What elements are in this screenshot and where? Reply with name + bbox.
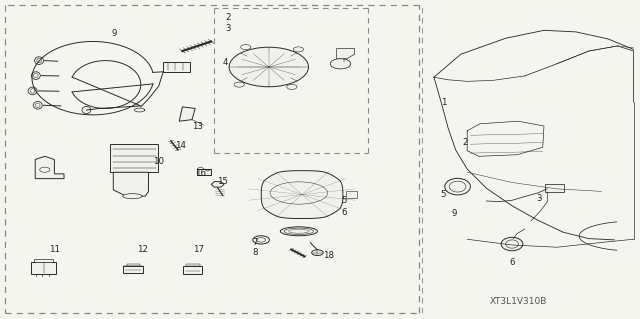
Circle shape [257,238,266,242]
Circle shape [253,236,269,244]
Ellipse shape [35,57,44,64]
Text: XT3L1V310B: XT3L1V310B [490,297,547,306]
Text: 6: 6 [509,258,515,267]
Circle shape [330,59,351,69]
Text: 1: 1 [442,98,447,107]
Text: 9: 9 [111,29,116,38]
Text: 7: 7 [252,238,257,247]
Polygon shape [337,48,355,59]
Text: 12: 12 [136,245,148,254]
Ellipse shape [445,178,470,195]
Ellipse shape [37,58,42,63]
Bar [197,169,211,175]
Text: 9: 9 [452,209,457,218]
Ellipse shape [280,227,317,236]
Text: 6: 6 [342,208,347,217]
Bar [34,259,53,262]
Text: 16: 16 [195,169,206,178]
Ellipse shape [289,229,309,233]
Ellipse shape [506,240,518,248]
Ellipse shape [270,182,328,204]
Polygon shape [179,107,195,121]
Ellipse shape [82,107,91,114]
Bar [545,184,564,192]
Polygon shape [113,172,148,196]
Circle shape [40,167,50,172]
Bar [127,264,140,266]
Circle shape [293,47,303,52]
Ellipse shape [449,181,466,192]
Polygon shape [35,156,64,179]
Text: 10: 10 [153,157,164,166]
Ellipse shape [284,228,314,234]
Circle shape [287,84,297,89]
Circle shape [234,82,244,87]
Text: 11: 11 [49,245,60,254]
Bar [183,266,202,274]
Bar [163,62,190,72]
Text: 3: 3 [536,194,541,203]
Bar [123,266,143,273]
Ellipse shape [28,87,37,95]
Text: 15: 15 [217,177,228,186]
Bar [186,264,200,266]
Text: 3: 3 [225,24,230,33]
Text: 2: 2 [225,13,230,22]
Text: 5: 5 [342,197,347,205]
Polygon shape [261,171,343,219]
Text: 13: 13 [191,122,203,130]
Text: 8: 8 [252,248,257,257]
Text: 4: 4 [223,58,228,67]
Text: 17: 17 [193,245,204,254]
Ellipse shape [36,103,40,108]
Ellipse shape [31,72,40,79]
Bar [110,144,158,172]
Text: 14: 14 [175,141,186,150]
Text: 18: 18 [323,251,334,260]
Circle shape [312,250,323,256]
Ellipse shape [123,194,142,199]
Text: 2: 2 [462,138,467,147]
Ellipse shape [31,89,35,93]
Circle shape [229,47,308,87]
Bar [346,191,357,198]
Ellipse shape [501,237,523,251]
Polygon shape [211,182,224,187]
Bar [31,262,56,274]
Ellipse shape [34,73,38,78]
Ellipse shape [33,101,42,109]
Circle shape [241,45,251,50]
Text: 5: 5 [441,190,446,199]
